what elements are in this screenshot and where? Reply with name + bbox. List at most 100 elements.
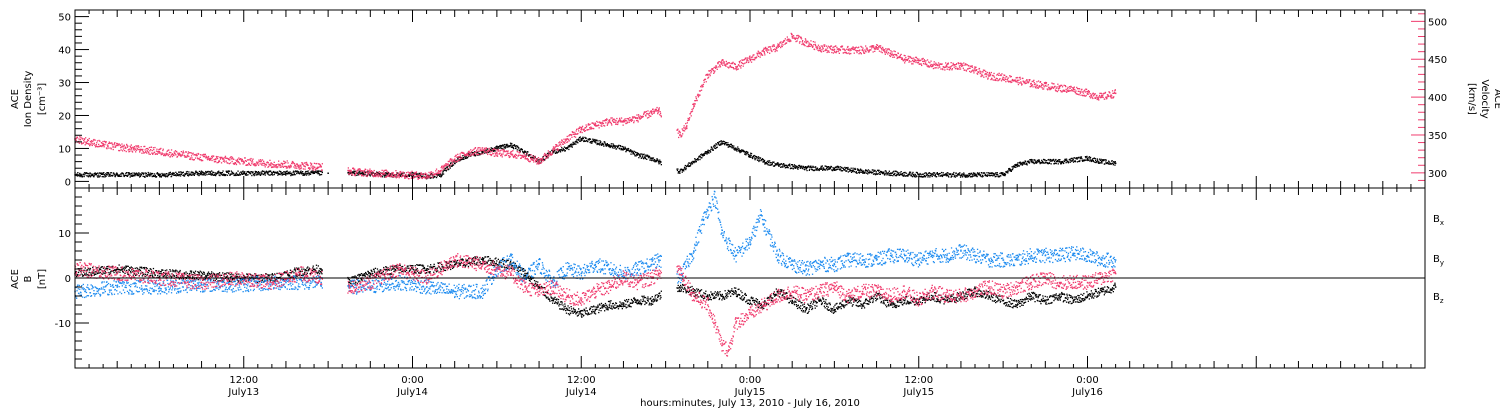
data-point (1014, 79, 1016, 81)
data-point (190, 173, 192, 175)
data-point (94, 173, 97, 175)
data-point (555, 145, 557, 147)
data-point (431, 174, 433, 176)
data-point (700, 153, 703, 155)
data-point (279, 164, 282, 166)
data-point (679, 132, 681, 134)
data-point (494, 147, 496, 149)
data-point (654, 161, 656, 163)
data-point (561, 150, 564, 152)
data-point (961, 65, 963, 68)
data-point (223, 157, 225, 159)
data-point (387, 173, 389, 175)
data-point (1065, 162, 1067, 164)
data-point (892, 171, 894, 173)
data-point (682, 169, 684, 172)
data-point (161, 152, 163, 154)
data-point (100, 142, 103, 144)
data-point (276, 167, 278, 169)
data-point (807, 45, 809, 48)
data-point (683, 168, 685, 170)
data-point (889, 55, 892, 58)
data-point (161, 153, 164, 155)
data-point (857, 168, 859, 171)
data-point (998, 72, 1000, 74)
data-point (84, 174, 86, 176)
data-point (227, 171, 229, 173)
data-point (268, 174, 270, 176)
data-point (130, 144, 132, 146)
data-point (280, 166, 282, 168)
data-point (140, 146, 142, 148)
data-point (565, 138, 567, 140)
data-point (776, 47, 778, 50)
data-point (528, 160, 530, 162)
data-point (698, 90, 701, 92)
data-point (88, 137, 90, 140)
data-point (832, 48, 834, 51)
data-point (477, 148, 479, 150)
data-point (694, 161, 697, 163)
data-point (558, 144, 560, 146)
data-point (239, 158, 241, 161)
data-point (1001, 172, 1003, 174)
data-point (977, 173, 979, 176)
data-point (133, 146, 136, 148)
data-point (461, 151, 463, 154)
data-point (450, 162, 452, 164)
data-point (947, 172, 949, 174)
data-point (94, 146, 97, 148)
data-point (897, 172, 899, 175)
data-point (880, 47, 883, 49)
data-point (378, 173, 380, 175)
data-point (891, 54, 893, 56)
data-point (213, 171, 215, 174)
data-point (892, 175, 894, 177)
data-point (503, 148, 505, 150)
data-point (420, 172, 422, 174)
data-point (652, 157, 655, 159)
data-point (259, 174, 262, 176)
data-point (732, 61, 734, 63)
data-point (765, 48, 768, 50)
data-point (113, 143, 116, 145)
data-point (163, 175, 165, 177)
data-point (505, 154, 507, 156)
data-point (121, 145, 123, 147)
data-point (965, 175, 967, 177)
data-point (515, 154, 518, 156)
data-point (384, 169, 386, 171)
data-point (956, 63, 958, 65)
data-point (852, 46, 854, 48)
data-point (350, 169, 352, 172)
data-point (515, 153, 517, 156)
data-point (570, 144, 572, 146)
data-point (754, 157, 756, 159)
data-point (864, 171, 866, 174)
data-point (581, 131, 583, 134)
data-point (591, 128, 593, 130)
data-point (1039, 81, 1041, 83)
data-point (196, 157, 199, 159)
data-point (500, 144, 503, 147)
data-point (461, 158, 464, 160)
data-point (176, 173, 178, 175)
data-point (407, 175, 409, 177)
data-point (1028, 161, 1030, 163)
data-point (1078, 160, 1080, 162)
data-point (159, 173, 162, 175)
data-point (635, 151, 637, 154)
data-point (626, 149, 628, 152)
data-point (866, 169, 868, 172)
data-point (854, 167, 856, 170)
data-point (686, 122, 688, 124)
data-point (499, 152, 501, 154)
data-point (974, 175, 976, 177)
data-point (997, 73, 999, 75)
data-point (256, 162, 258, 164)
data-point (622, 124, 624, 126)
data-point (730, 63, 732, 65)
data-point (402, 175, 405, 177)
data-point (932, 65, 934, 68)
data-point (358, 171, 360, 174)
